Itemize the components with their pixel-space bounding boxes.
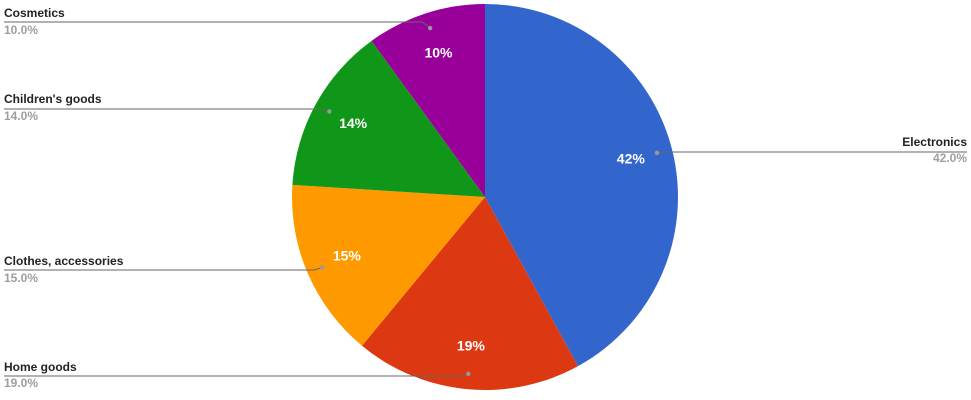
- slice-label: 10%: [424, 45, 453, 61]
- pie-slice: [371, 4, 485, 197]
- legend-name: Children's goods: [4, 92, 102, 106]
- legend-name: Clothes, accessories: [4, 254, 124, 268]
- legend-name: Home goods: [4, 360, 77, 374]
- legend-percent: 10.0%: [4, 23, 38, 37]
- leader-line: [4, 108, 330, 112]
- leader-dot: [327, 109, 332, 114]
- pie-slice: [292, 40, 485, 198]
- legend-percent: 14.0%: [4, 109, 38, 123]
- slice-label: 14%: [339, 115, 368, 131]
- leader-line: [4, 267, 323, 271]
- pie-slice: [485, 4, 678, 367]
- leader-dot: [427, 25, 433, 31]
- slice-label: 15%: [333, 247, 362, 263]
- pie-slice: [292, 184, 485, 346]
- legend-percent: 42.0%: [933, 151, 967, 165]
- legend-percent: 15.0%: [4, 271, 38, 285]
- pie-slice: [361, 197, 578, 390]
- slice-label: 19%: [457, 338, 486, 354]
- slice-label: 42%: [617, 150, 646, 166]
- leader-line: [4, 373, 469, 377]
- leader-line: [4, 21, 431, 29]
- leader-dot: [319, 265, 325, 270]
- legend-percent: 19.0%: [4, 376, 38, 390]
- leader-dot: [654, 150, 660, 156]
- legend-name: Cosmetics: [4, 6, 65, 20]
- legend-name: Electronics: [902, 135, 967, 149]
- leader-dot: [466, 371, 471, 376]
- leader-line: [656, 151, 967, 154]
